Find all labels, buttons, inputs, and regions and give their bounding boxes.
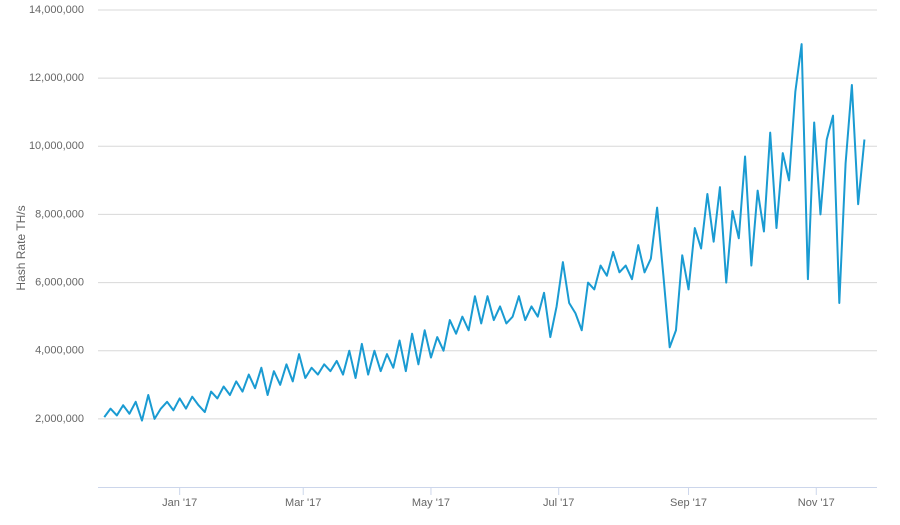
y-tick-label: 14,000,000 (29, 4, 84, 16)
x-tick-label: Sep '17 (670, 497, 707, 509)
x-tick-label: Nov '17 (798, 497, 835, 509)
data-line (103, 43, 866, 422)
x-tick-label: May '17 (412, 497, 450, 509)
x-tick-label: Mar '17 (285, 497, 321, 509)
y-tick-label: 12,000,000 (29, 72, 84, 84)
y-axis-label: Hash Rate TH/s (14, 205, 28, 290)
y-tick-label: 4,000,000 (35, 345, 84, 357)
y-tick-label: 6,000,000 (35, 276, 84, 288)
y-tick-label: 8,000,000 (35, 208, 84, 220)
y-tick-label: 10,000,000 (29, 140, 84, 152)
x-tick-label: Jul '17 (543, 497, 574, 509)
x-tick-label: Jan '17 (162, 497, 197, 509)
y-tick-label: 2,000,000 (35, 413, 84, 425)
